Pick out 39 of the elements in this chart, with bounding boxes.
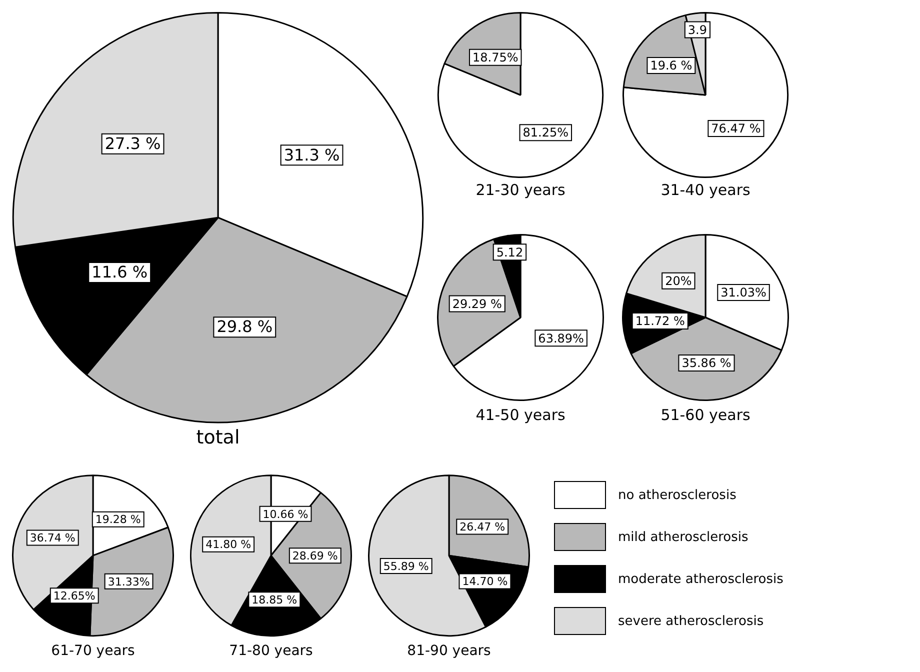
data-label: 19.28 %	[95, 513, 141, 526]
data-label: 76.47 %	[711, 122, 761, 136]
legend-label: moderate atherosclerosis	[618, 572, 784, 586]
legend-label: mild atherosclerosis	[618, 530, 748, 544]
data-label: 11.6 %	[92, 262, 148, 282]
data-label: 19.6 %	[650, 58, 692, 73]
data-label: 41.80 %	[206, 538, 252, 552]
data-label: 36.74 %	[30, 532, 76, 545]
text: total	[196, 426, 240, 449]
data-label: 29.8 %	[216, 317, 273, 336]
text: 71-80 years	[229, 643, 313, 660]
data-label: 55.89 %	[383, 560, 429, 573]
data-label: 10.66 %	[262, 508, 308, 521]
text: 31-40 years	[660, 180, 750, 199]
data-label: 14.70 %	[462, 575, 508, 588]
data-label: 18.85 %	[252, 593, 298, 606]
data-label: 31.33%	[108, 575, 150, 588]
legend-label: no atherosclerosis	[618, 488, 736, 502]
legend-label: severe atherosclerosis	[618, 614, 764, 628]
text: 61-70 years	[51, 643, 135, 660]
data-label: 18.75%	[472, 50, 518, 65]
data-label: 11.72 %	[635, 314, 685, 328]
data-label: 20%	[665, 274, 692, 288]
data-label: 35.86 %	[682, 356, 732, 370]
data-label: 81.25%	[522, 126, 569, 140]
data-label: 63.89%	[538, 331, 584, 346]
text: 81-90 years	[407, 643, 491, 660]
data-label: 29.29 %	[452, 296, 502, 311]
text: 21-30 years	[476, 180, 566, 199]
text: 41-50 years	[476, 406, 566, 424]
text: 51-60 years	[660, 406, 750, 424]
data-label: 28.69 %	[292, 549, 338, 562]
data-label: 31.3 %	[284, 145, 340, 164]
data-label: 31.03%	[720, 286, 766, 300]
data-label: 3.9	[688, 22, 708, 37]
data-label: 12.65%	[53, 589, 96, 602]
data-label: 5.12	[496, 245, 524, 260]
data-label: 27.3 %	[104, 134, 161, 154]
data-label: 26.47 %	[460, 520, 506, 534]
